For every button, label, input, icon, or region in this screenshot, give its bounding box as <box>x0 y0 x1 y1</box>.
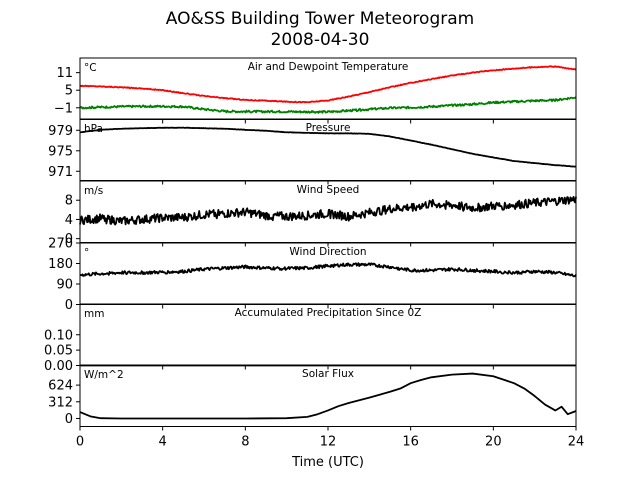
panel-2: 971 975 979 hPa Pressure <box>48 118 577 185</box>
panel-3: 0 4 8 m/s Wind Speed <box>65 180 577 247</box>
panel-1-title: Air and Dewpoint Temperature <box>248 61 409 73</box>
panel-6-ytick-label-2: 312 <box>48 395 73 410</box>
x-tick-label-5: 16 <box>402 435 419 450</box>
panel-6-series-1-line <box>79 372 577 420</box>
panel-4-series-1-line <box>79 262 577 278</box>
x-tick-label-6: 20 <box>485 435 502 450</box>
x-tick-label-1: 0 <box>76 435 84 450</box>
panel-1-unit: °C <box>84 62 97 74</box>
panel-1-ytick-label-2: 5 <box>65 84 73 99</box>
x-axis-label: Time (UTC) <box>291 455 364 470</box>
figure-title: AO&SS Building Tower Meteorogram <box>166 9 474 29</box>
panel-4-ytick-label-2: 90 <box>56 278 73 293</box>
panel-2-ytick-label-2: 975 <box>48 144 73 159</box>
panel-3-title: Wind Speed <box>297 184 360 196</box>
panel-1-series-2-line <box>79 96 577 114</box>
panel-5-ytick-label-1: 0.00 <box>44 359 73 374</box>
x-tick-label-7: 24 <box>568 435 585 450</box>
x-axis: 0 4 8 12 16 20 24 <box>76 435 584 450</box>
panel-3-ytick-label-3: 8 <box>65 194 73 209</box>
panel-1-ytick-label-1: −1 <box>54 101 73 116</box>
panel-3-ytick-label-2: 4 <box>65 213 73 228</box>
x-tick-label-2: 4 <box>159 435 167 450</box>
panel-6-ytick-label-1: 0 <box>65 412 73 427</box>
x-tick-label-3: 8 <box>241 435 249 450</box>
figure-subtitle-date: 2008-04-30 <box>271 30 370 50</box>
panel-4-ytick-label-3: 180 <box>48 257 73 272</box>
panel-5-ytick-label-3: 0.10 <box>44 328 73 343</box>
panel-2-ytick-label-3: 979 <box>48 124 73 139</box>
panel-5-title: Accumulated Precipitation Since 0Z <box>235 307 422 319</box>
panel-1-ytick-label-3: 11 <box>56 66 73 81</box>
panel-4-title: Wind Direction <box>289 246 366 258</box>
panel-2-unit: hPa <box>84 123 103 135</box>
panel-4-ytick-label-4: 270 <box>48 237 73 252</box>
x-tick-label-4: 12 <box>320 435 337 450</box>
panel-1: −1 5 11 °C Air and Dewpoint Temperature <box>54 57 577 124</box>
panel-3-series-1-line <box>79 195 577 226</box>
panel-2-title: Pressure <box>306 122 351 134</box>
panel-3-unit: m/s <box>84 185 103 197</box>
panel-6-title: Solar Flux <box>302 368 354 380</box>
panel-5-ytick-label-2: 0.05 <box>44 344 73 359</box>
panel-2-series-1-line <box>79 126 577 168</box>
panel-6-unit: W/m^2 <box>84 369 124 381</box>
panel-3-ytick-label-1: 0 <box>65 232 73 247</box>
panel-5-unit: mm <box>84 308 104 320</box>
panel-1-series-1-line <box>79 65 577 104</box>
panel-4-unit: ° <box>84 247 89 259</box>
panel-6-ytick-label-3: 624 <box>48 379 73 394</box>
panel-2-ytick-label-1: 971 <box>48 165 73 180</box>
panel-4-ytick-label-1: 0 <box>65 298 73 313</box>
panel-4: 0 90 180 270 ° Wind Direction <box>48 237 577 313</box>
